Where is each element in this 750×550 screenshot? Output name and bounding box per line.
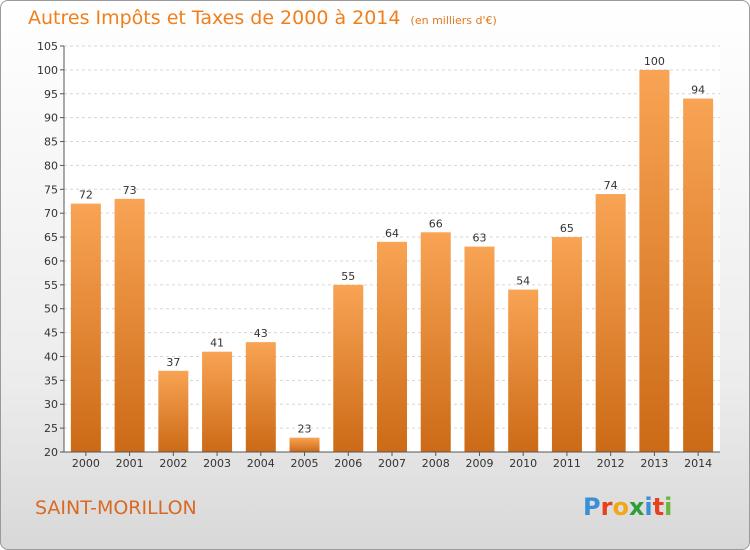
y-tick-label: 30 <box>44 398 58 411</box>
y-tick-label: 50 <box>44 303 58 316</box>
bar-value-label: 100 <box>644 55 665 68</box>
bar-2002 <box>158 370 189 452</box>
bar-value-label: 43 <box>254 327 268 340</box>
bar-2014 <box>683 98 714 453</box>
x-axis: 2000 2001 2002 2003 2004 2005 2006 2007 2008 2009… <box>64 451 720 470</box>
x-tick-label: 2006 <box>334 457 362 470</box>
y-tick-label: 45 <box>44 327 58 340</box>
bar-value-label: 74 <box>604 179 618 192</box>
y-tick-label: 55 <box>44 279 58 292</box>
proxiti-logo: Proxiti <box>583 493 672 521</box>
bar-value-label: 41 <box>210 337 224 350</box>
y-tick-label: 85 <box>44 136 58 149</box>
x-tick-label: 2011 <box>553 457 581 470</box>
bar-value-label: 64 <box>385 227 399 240</box>
bar-value-label: 65 <box>560 222 574 235</box>
y-tick-label: 60 <box>44 255 58 268</box>
y-tick-label: 100 <box>37 64 58 77</box>
x-tick-label: 2008 <box>422 457 450 470</box>
x-tick-label: 2003 <box>203 457 231 470</box>
bars: 72 73 37 41 43 23 55 64 66 63 54 65 74 100 94 <box>70 55 714 453</box>
chart-title: Autres Impôts et Taxes de 2000 à 2014 (e… <box>28 7 497 29</box>
bar-2010 <box>508 289 539 452</box>
bar-2006 <box>333 284 364 452</box>
bar-2001 <box>114 198 145 452</box>
bar-2009 <box>464 246 495 452</box>
bar-value-label: 73 <box>123 184 137 197</box>
x-tick-label: 2002 <box>159 457 187 470</box>
bar-value-label: 63 <box>472 232 486 245</box>
y-tick-label: 70 <box>44 207 58 220</box>
bar-2005 <box>289 437 320 452</box>
y-tick-label: 105 <box>37 40 58 53</box>
logo-letter: i <box>644 493 653 521</box>
y-tick-label: 75 <box>44 183 58 196</box>
y-tick-label: 35 <box>44 374 58 387</box>
bar-2004 <box>245 342 276 452</box>
bar-value-label: 72 <box>79 189 93 202</box>
city-name: SAINT-MORILLON <box>35 497 197 519</box>
logo-letter: r <box>600 493 613 521</box>
logo-letter: t <box>652 493 665 521</box>
bar-value-label: 66 <box>429 217 443 230</box>
y-tick-label: 40 <box>44 350 58 363</box>
bar-2007 <box>377 241 407 452</box>
logo-letter: o <box>612 493 629 521</box>
y-axis: 20 25 30 35 40 45 50 55 60 65 70 75 80 85 90 95 100 105 <box>37 40 65 459</box>
x-tick-label: 2005 <box>291 457 319 470</box>
logo-letter: x <box>628 493 645 521</box>
bar-value-label: 94 <box>691 84 705 97</box>
chart-subtitle: (en milliers d'€) <box>410 14 497 27</box>
chart-title-text: Autres Impôts et Taxes de 2000 à 2014 <box>28 7 401 29</box>
y-tick-label: 20 <box>44 446 58 459</box>
bar-2000 <box>70 203 101 452</box>
y-tick-label: 65 <box>44 231 58 244</box>
x-tick-label: 2013 <box>640 457 668 470</box>
y-tick-label: 80 <box>44 159 58 172</box>
x-tick-label: 2014 <box>684 457 712 470</box>
bar-2013 <box>639 69 670 452</box>
y-tick-label: 90 <box>44 112 58 125</box>
bar-2008 <box>420 232 451 452</box>
x-tick-label: 2004 <box>247 457 275 470</box>
x-tick-label: 2007 <box>378 457 406 470</box>
bar-2012 <box>595 194 626 452</box>
bar-value-label: 37 <box>166 356 180 369</box>
bar-value-label: 54 <box>516 275 530 288</box>
logo-letter: P <box>583 493 601 521</box>
y-tick-label: 25 <box>44 422 58 435</box>
bar-2011 <box>551 237 582 452</box>
logo-letter: i <box>664 493 673 521</box>
x-tick-label: 2000 <box>72 457 100 470</box>
x-tick-label: 2010 <box>509 457 537 470</box>
x-tick-label: 2001 <box>116 457 144 470</box>
x-tick-label: 2009 <box>465 457 493 470</box>
bar-2003 <box>202 351 233 452</box>
bar-value-label: 23 <box>298 423 312 436</box>
y-tick-label: 95 <box>44 88 58 101</box>
x-tick-label: 2012 <box>597 457 625 470</box>
bar-value-label: 55 <box>341 270 355 283</box>
